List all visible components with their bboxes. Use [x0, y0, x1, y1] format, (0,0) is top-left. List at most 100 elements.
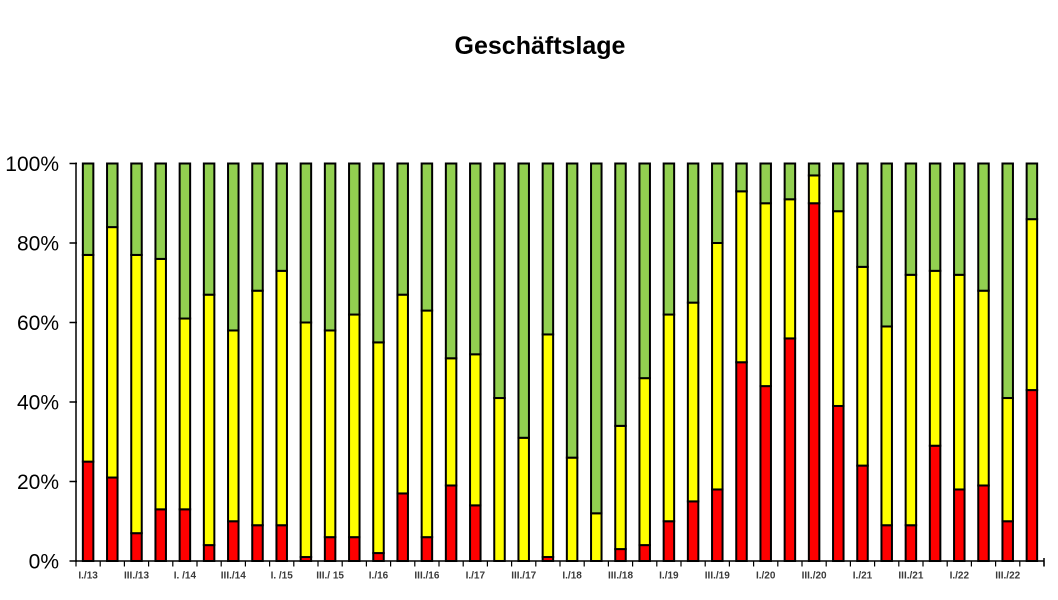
bar-segment-red-III./22 — [1001, 520, 1014, 562]
x-tick-label-I. /15: I. /15 — [271, 571, 294, 582]
bar-segment-red-II./22 — [977, 484, 990, 563]
bar-segment-yellow-I./13 — [81, 253, 95, 463]
x-tick-label-I./18: I./18 — [562, 571, 582, 582]
bar-segment-yellow-III./16 — [420, 309, 434, 539]
bar-segment-yellow-IV./22 — [1025, 218, 1039, 392]
bar-segment-yellow-II./19 — [686, 301, 700, 503]
bar-segment-red-II./19 — [686, 500, 700, 563]
bar-segment-yellow-IV./19 — [735, 190, 748, 364]
bar-segment-red-III./13 — [130, 532, 143, 562]
bar-segment-yellow-III./17 — [517, 436, 530, 562]
bar-segment-green-III./16 — [420, 162, 434, 312]
bar-segment-red-I./22 — [953, 488, 966, 563]
bar-segment-yellow-IV./16 — [444, 357, 458, 487]
bar-segment-yellow-II./21 — [880, 325, 893, 527]
bar-segment-green-II./22 — [977, 162, 990, 292]
bar-segment-red-IV./21 — [928, 444, 942, 563]
bar-segment-yellow-I./22 — [953, 273, 966, 491]
bar-segment-red-III./20 — [807, 202, 821, 562]
bar-segment-red-III./19 — [711, 488, 724, 563]
y-tick-label-40%: 40% — [17, 392, 59, 415]
bar-segment-yellow-III./21 — [904, 273, 918, 527]
x-tick-label-III./22: III./22 — [995, 571, 1020, 582]
bar-segment-yellow-I./14 — [178, 317, 192, 511]
y-tick-label-0%: 0% — [29, 551, 59, 574]
x-tick-label-III./18: III./18 — [608, 571, 633, 582]
bar-segment-yellow-II./22 — [977, 289, 990, 487]
x-tick-label-III./14: III./14 — [221, 571, 246, 582]
bar-segment-yellow-III./22 — [1001, 397, 1014, 523]
bar-segment-green-II./14 — [202, 162, 216, 296]
bar-segment-green-II./15 — [299, 162, 313, 324]
bar-segment-red-IV./16 — [444, 484, 458, 563]
bar-segment-green-IV./21 — [928, 162, 942, 272]
bar-segment-red-II./14 — [202, 544, 216, 562]
bar-segment-red-I./14 — [178, 508, 192, 563]
bar-segment-red-IV./15 — [348, 536, 361, 563]
bar-segment-green-III./20 — [807, 162, 821, 177]
bar-segment-yellow-IV./13 — [154, 257, 167, 511]
y-tick-label-80%: 80% — [17, 233, 59, 256]
bar-segment-green-II./16 — [396, 162, 409, 296]
x-tick-label-I. /14: I. /14 — [174, 571, 197, 582]
bar-segment-yellow-III./19 — [711, 242, 724, 491]
bar-segment-yellow-IV./18 — [638, 377, 651, 547]
x-tick-label-I./19: I./19 — [659, 571, 679, 582]
bar-segment-green-I./18 — [565, 162, 579, 459]
x-tick-label-I./21: I./21 — [853, 571, 873, 582]
bar-segment-yellow-II./15 — [299, 321, 313, 559]
bar-segment-yellow-II./18 — [590, 512, 603, 562]
bar-segment-yellow-II./14 — [202, 293, 216, 547]
bar-segment-green-III./21 — [904, 162, 918, 276]
bar-segment-red-I./15 — [275, 524, 288, 562]
bar-segment-red-III./14 — [227, 520, 240, 562]
x-tick-label-III./17: III./17 — [511, 571, 536, 582]
bar-segment-green-II./18 — [590, 162, 603, 515]
bar-segment-yellow-III./14 — [227, 329, 240, 523]
bar-segment-yellow-III./18 — [614, 424, 627, 551]
bar-segment-red-I./17 — [469, 504, 482, 563]
x-tick-label-I./17: I./17 — [466, 571, 486, 582]
bar-segment-green-I./15 — [275, 162, 288, 272]
x-tick-label-III./16: III./16 — [414, 571, 439, 582]
bar-segment-yellow-I./15 — [275, 269, 288, 527]
bar-segment-green-II./21 — [880, 162, 893, 328]
bar-segment-green-I./14 — [178, 162, 192, 320]
x-tick-label-I./13: I./13 — [78, 571, 98, 582]
x-tick-label-III./ 15: III./ 15 — [316, 571, 344, 582]
bar-segment-green-I./13 — [81, 162, 95, 256]
bar-segment-red-III./16 — [420, 536, 434, 563]
bar-segment-green-II./20 — [783, 162, 797, 201]
bar-segment-green-IV./13 — [154, 162, 167, 260]
bar-segment-red-I./16 — [372, 552, 385, 562]
bar-segment-yellow-IV./21 — [928, 269, 942, 447]
bar-segment-green-IV./15 — [348, 162, 361, 316]
bar-segment-green-IV./14 — [251, 162, 264, 292]
x-tick-label-III./13: III./13 — [124, 571, 149, 582]
bar-segment-green-III./19 — [711, 162, 724, 244]
bar-segment-green-II./13 — [106, 162, 119, 229]
bar-segment-red-I./20 — [759, 385, 772, 562]
bar-segment-red-II./16 — [396, 492, 409, 563]
bar-segment-yellow-I./16 — [372, 341, 385, 555]
bar-segment-red-IV./22 — [1025, 389, 1039, 562]
bar-segment-yellow-II./16 — [396, 293, 409, 495]
bar-segment-yellow-II./17 — [493, 397, 506, 562]
bar-segment-green-II./17 — [493, 162, 506, 400]
bar-segment-green-III./15 — [323, 162, 337, 332]
chart-title: Geschäftslage — [454, 32, 626, 60]
bar-segment-yellow-IV./17 — [541, 333, 555, 559]
bar-segment-green-I./21 — [856, 162, 869, 268]
bar-segment-red-III./15 — [323, 536, 337, 563]
bar-segment-yellow-I./17 — [469, 353, 482, 507]
bar-segment-red-IV./13 — [154, 508, 167, 563]
bar-segment-yellow-II./20 — [783, 198, 797, 340]
x-tick-label-III./19: III./19 — [705, 571, 730, 582]
bar-segment-yellow-III./20 — [807, 174, 821, 205]
bar-segment-green-IV./19 — [735, 162, 748, 193]
bar-segment-green-IV./17 — [541, 162, 555, 336]
bar-segment-red-IV./20 — [832, 404, 845, 563]
bar-segment-red-I./19 — [662, 520, 676, 562]
